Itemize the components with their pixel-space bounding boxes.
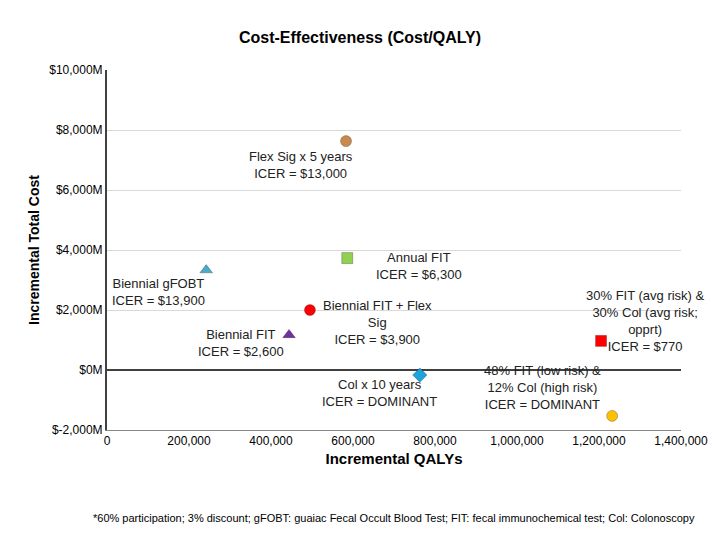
svg-text:Col x 10 yearsICER = DOMINANT: Col x 10 yearsICER = DOMINANT xyxy=(322,377,437,409)
svg-text:$6,000M: $6,000M xyxy=(56,183,103,197)
svg-text:Annual FITICER = $6,300: Annual FITICER = $6,300 xyxy=(376,250,462,282)
svg-text:$2,000M: $2,000M xyxy=(56,303,103,317)
svg-text:$0M: $0M xyxy=(79,363,102,377)
svg-text:1,200,000: 1,200,000 xyxy=(572,434,626,448)
svg-text:1,000,000: 1,000,000 xyxy=(490,434,544,448)
svg-text:Biennial FIT + FlexSigICER = $: Biennial FIT + FlexSigICER = $3,900 xyxy=(323,298,432,347)
svg-text:Incremental Total Cost: Incremental Total Cost xyxy=(26,175,42,325)
svg-text:Biennial FITICER = $2,600: Biennial FITICER = $2,600 xyxy=(198,327,284,359)
svg-text:$4,000M: $4,000M xyxy=(56,243,103,257)
svg-text:48% FIT (low risk) &12% Col (h: 48% FIT (low risk) &12% Col (high risk)I… xyxy=(484,363,601,412)
svg-text:*60% participation; 3% discoun: *60% participation; 3% discount; gFOBT: … xyxy=(93,512,695,524)
svg-text:30% FIT (avg risk) &30% Col (a: 30% FIT (avg risk) &30% Col (avg risk;op… xyxy=(586,288,705,354)
svg-text:800,000: 800,000 xyxy=(413,434,457,448)
svg-text:200,000: 200,000 xyxy=(167,434,211,448)
svg-text:0: 0 xyxy=(104,434,111,448)
svg-text:Biennial gFOBTICER = $13,900: Biennial gFOBTICER = $13,900 xyxy=(112,276,205,308)
svg-text:400,000: 400,000 xyxy=(249,434,293,448)
svg-text:Incremental QALYs: Incremental QALYs xyxy=(326,450,463,467)
svg-text:Cost-Effectiveness (Cost/QALY): Cost-Effectiveness (Cost/QALY) xyxy=(239,29,481,46)
svg-text:Flex Sig x 5 yearsICER = $13,0: Flex Sig x 5 yearsICER = $13,000 xyxy=(249,149,353,181)
svg-text:$10,000M: $10,000M xyxy=(49,63,102,77)
svg-text:$8,000M: $8,000M xyxy=(56,123,103,137)
svg-text:$-2,000M: $-2,000M xyxy=(52,423,103,437)
svg-text:1,400,000: 1,400,000 xyxy=(654,434,708,448)
svg-text:600,000: 600,000 xyxy=(331,434,375,448)
